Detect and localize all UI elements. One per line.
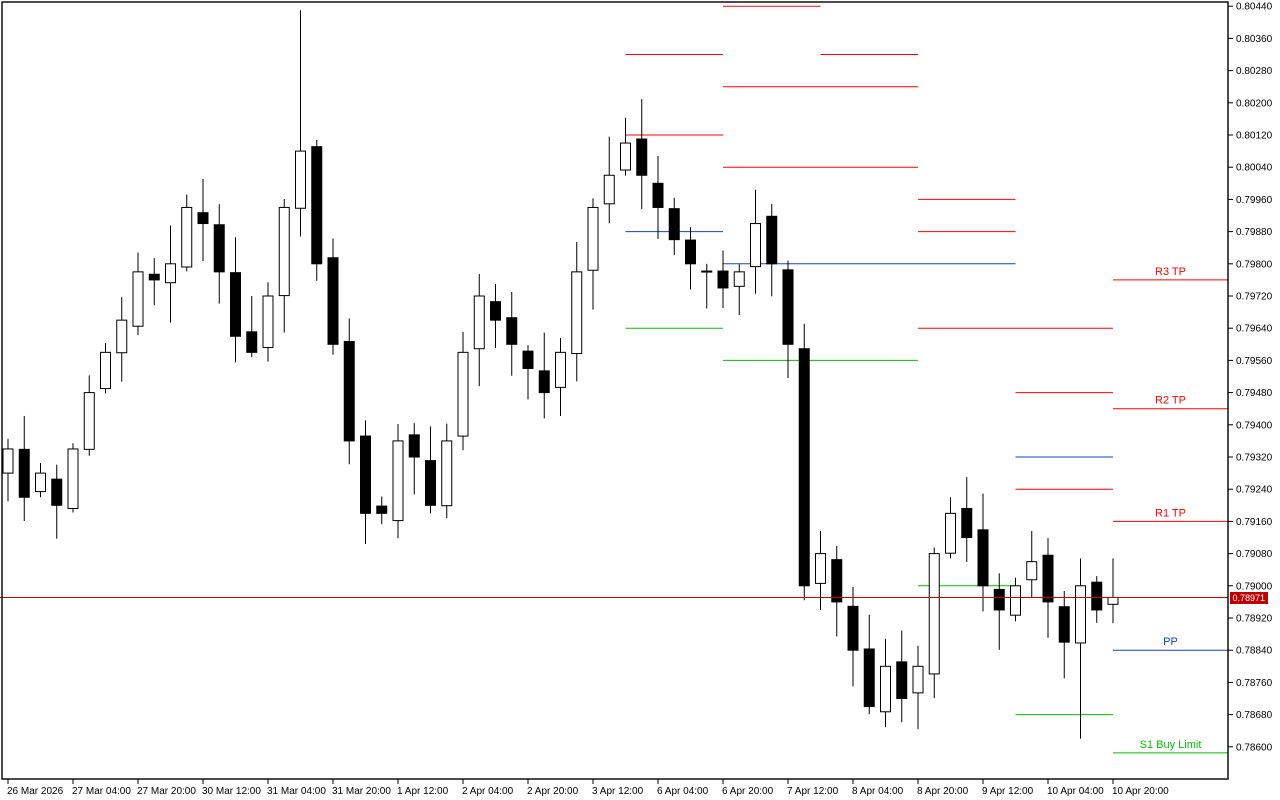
svg-text:1 Apr 12:00: 1 Apr 12:00: [397, 786, 449, 797]
svg-text:S1 Buy Limit: S1 Buy Limit: [1140, 739, 1202, 751]
svg-text:0.79160: 0.79160: [1236, 517, 1273, 528]
svg-text:26 Mar 2026: 26 Mar 2026: [7, 786, 64, 797]
svg-text:0.78920: 0.78920: [1236, 614, 1273, 625]
svg-text:0.80040: 0.80040: [1236, 163, 1273, 174]
svg-text:3 Apr 12:00: 3 Apr 12:00: [592, 786, 644, 797]
svg-text:0.80360: 0.80360: [1236, 34, 1273, 45]
svg-text:0.79640: 0.79640: [1236, 324, 1273, 335]
svg-text:0.80440: 0.80440: [1236, 2, 1273, 13]
svg-text:0.79960: 0.79960: [1236, 195, 1273, 206]
svg-text:31 Mar 04:00: 31 Mar 04:00: [267, 786, 326, 797]
svg-text:0.79480: 0.79480: [1236, 388, 1273, 399]
svg-text:10 Apr 20:00: 10 Apr 20:00: [1112, 786, 1169, 797]
svg-text:0.78840: 0.78840: [1236, 646, 1273, 657]
svg-text:0.79800: 0.79800: [1236, 259, 1273, 270]
svg-text:0.79240: 0.79240: [1236, 485, 1273, 496]
svg-text:9 Apr 12:00: 9 Apr 12:00: [982, 786, 1034, 797]
svg-text:7 Apr 12:00: 7 Apr 12:00: [787, 786, 839, 797]
svg-text:8 Apr 04:00: 8 Apr 04:00: [852, 786, 904, 797]
svg-text:0.78600: 0.78600: [1236, 742, 1273, 753]
svg-text:R2 TP: R2 TP: [1155, 395, 1186, 407]
svg-text:0.78760: 0.78760: [1236, 678, 1273, 689]
svg-text:0.78680: 0.78680: [1236, 710, 1273, 721]
svg-text:6 Apr 04:00: 6 Apr 04:00: [657, 786, 709, 797]
svg-text:31 Mar 20:00: 31 Mar 20:00: [332, 786, 391, 797]
svg-text:27 Mar 20:00: 27 Mar 20:00: [137, 786, 196, 797]
svg-text:0.79400: 0.79400: [1236, 420, 1273, 431]
svg-text:0.80120: 0.80120: [1236, 131, 1273, 142]
svg-text:0.79080: 0.79080: [1236, 549, 1273, 560]
svg-text:R3 TP: R3 TP: [1155, 266, 1186, 278]
svg-text:2 Apr 20:00: 2 Apr 20:00: [527, 786, 579, 797]
svg-text:0.79560: 0.79560: [1236, 356, 1273, 367]
svg-text:27 Mar 04:00: 27 Mar 04:00: [72, 786, 131, 797]
svg-text:2 Apr 04:00: 2 Apr 04:00: [462, 786, 514, 797]
svg-text:0.80280: 0.80280: [1236, 66, 1273, 77]
svg-text:30 Mar 12:00: 30 Mar 12:00: [202, 786, 261, 797]
svg-text:0.79320: 0.79320: [1236, 453, 1273, 464]
svg-text:0.80200: 0.80200: [1236, 98, 1273, 109]
svg-text:8 Apr 20:00: 8 Apr 20:00: [917, 786, 969, 797]
svg-text:PP: PP: [1163, 636, 1178, 648]
svg-text:10 Apr 04:00: 10 Apr 04:00: [1047, 786, 1104, 797]
svg-text:0.79880: 0.79880: [1236, 227, 1273, 238]
svg-text:6 Apr 20:00: 6 Apr 20:00: [722, 786, 774, 797]
svg-text:R1 TP: R1 TP: [1155, 507, 1186, 519]
svg-text:0.79720: 0.79720: [1236, 292, 1273, 303]
